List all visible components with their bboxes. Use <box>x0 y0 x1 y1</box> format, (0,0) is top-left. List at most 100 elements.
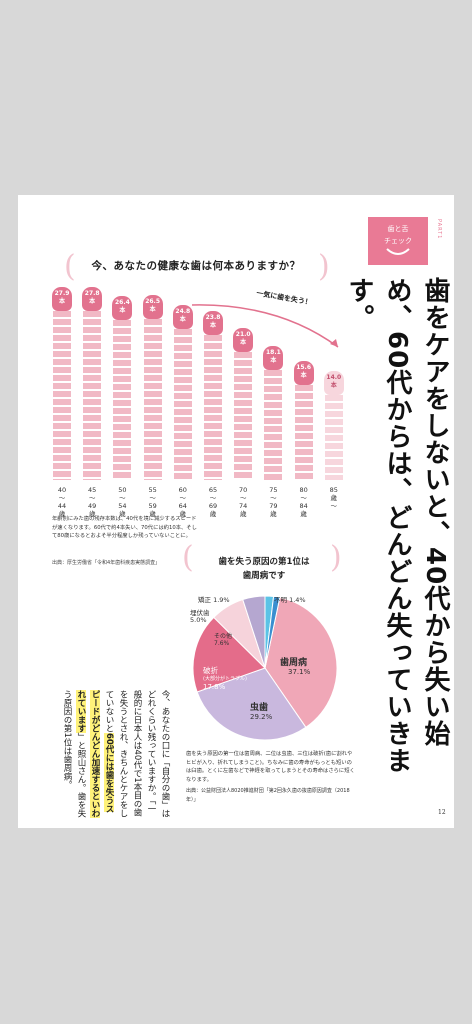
bar-value-tooth: 18.1 本 <box>263 346 284 370</box>
pie-slice-7 <box>264 595 281 669</box>
age-tick-part: 〜 <box>149 494 156 502</box>
age-tick-label: 60 〜 64 歳 <box>173 486 193 518</box>
bar-unit-label: 本 <box>300 372 307 379</box>
body-text-end: 」と照山さん。歯を失う原因の第1位は歯周病。 <box>62 690 86 818</box>
age-tick-part: 〜 <box>58 494 66 502</box>
close-paren-ornament: ) <box>318 249 330 284</box>
age-tick-part: 40 <box>57 486 67 494</box>
bar-value-label: 27.8 <box>84 290 100 297</box>
age-tick-label: 45 〜 49 歳 <box>82 486 102 518</box>
pie-value-other: 7.6% <box>214 640 230 647</box>
bar-unit-label: 本 <box>89 298 96 305</box>
headline: 歯をケアをしないと、40代から失い始め、60代からは、どんどん失っていきます。 <box>344 277 450 775</box>
age-tick-part: 45 <box>88 486 97 494</box>
pie-title-line1: 歯を失う原因の第1位は <box>218 557 310 567</box>
age-tick-part: 85 <box>329 486 338 494</box>
bar-chart-question: 今、あなたの健康な歯は何本ありますか？ <box>91 260 301 272</box>
bar-value-label: 26.5 <box>145 298 160 305</box>
bar-value-tooth: 24.8 本 <box>172 305 193 329</box>
pie-label-ortho: 矯正 1.9% <box>198 596 230 604</box>
bar-value-label: 15.6 <box>296 364 311 371</box>
age-tick-part: 65 <box>208 486 218 494</box>
age-tick-part: 歳 <box>330 494 338 502</box>
pie-value-fracture: 17.8% <box>203 683 226 691</box>
bar-value-label: 14.0 <box>326 374 342 381</box>
age-tick-part: 44 <box>57 502 67 510</box>
pie-label-caries: 虫歯 <box>250 703 269 713</box>
bar-value-tooth: 26.4 本 <box>112 296 133 320</box>
page-number: 12 <box>438 809 446 816</box>
bar-unit-label: 本 <box>240 339 247 346</box>
age-tick-part: 59 <box>148 502 157 510</box>
bar-value-tooth: 27.9 本 <box>52 287 72 311</box>
pie-close-paren: ) <box>330 540 342 575</box>
age-tick-part: 歳 <box>58 510 66 518</box>
pie-chart <box>192 595 338 741</box>
bar-value-label: 21.0 <box>235 331 251 338</box>
bar-mark <box>294 385 313 480</box>
pie-open-paren: ( <box>182 540 194 575</box>
age-tick-part: 〜 <box>88 494 96 502</box>
pie-label-unknown: 不明 1.4% <box>274 596 306 604</box>
pie-label-fracture: 破折 <box>203 666 218 675</box>
age-tick-part: 歳 <box>300 510 307 518</box>
age-tick-part: 79 <box>269 502 278 510</box>
bar-value-tooth: 15.6 本 <box>293 361 314 385</box>
age-tick-label: 80 〜 84 歳 <box>294 486 314 518</box>
age-tick-part: 80 <box>299 486 308 494</box>
age-tick-label: 50 〜 54 歳 <box>112 486 132 518</box>
section-tag: 歯と舌 チェック <box>368 217 428 265</box>
age-tick-part: 60 <box>178 486 187 494</box>
magazine-page: ( 今、あなたの健康な歯は何本ありますか？ ) 一気に歯を失う！ 27.9 本 40… <box>18 195 454 828</box>
age-tick-label: 85 歳〜 <box>324 486 344 510</box>
open-paren-ornament: ( <box>64 249 76 284</box>
bar-mark <box>234 352 253 480</box>
pie-source: 出典：公益財団法人8020推進財団「第2回永久歯の抜歯原因調査（2018年）」 <box>186 788 350 803</box>
pie-label-other: その他 <box>214 633 233 640</box>
age-tick-part: 〜 <box>270 494 277 502</box>
age-tick-part: 歳 <box>209 510 217 518</box>
age-tick-part: 54 <box>118 502 127 510</box>
age-tick-part: 64 <box>178 502 187 510</box>
pie-slice-3 <box>192 616 266 693</box>
age-tick-label: 65 〜 69 歳 <box>203 486 223 518</box>
pie-label-impacted: 埋伏歯 <box>190 609 210 617</box>
age-tick-part: 55 <box>148 486 157 494</box>
age-tick-part: 〜 <box>179 494 187 502</box>
bar-chart-note: 年齢別にみた歯の残存本数は、40代を境に減少するスピードが速くなります。60代で… <box>52 516 197 539</box>
pie-sublabel-fracture: (大部分がトラブル) <box>203 676 247 682</box>
bar-value-label: 27.9 <box>54 290 70 297</box>
part-label: PART1 <box>436 219 442 240</box>
pie-title-line2: 歯周病です <box>242 571 286 581</box>
bar-value-tooth: 26.5 本 <box>142 295 163 319</box>
bar-mark <box>264 370 283 480</box>
drop-arrow-icon <box>191 304 339 348</box>
age-tick-part: 49 <box>88 502 97 510</box>
age-tick-part: 歳 <box>179 510 187 518</box>
bar-value-tooth: 14.0 本 <box>323 371 344 395</box>
age-tick-part: 75 <box>269 486 278 494</box>
age-tick-part: 74 <box>239 502 248 510</box>
age-tick-part: 〜 <box>239 494 247 502</box>
bar-unit-label: 本 <box>270 357 277 364</box>
bar-mark <box>113 320 132 480</box>
pie-value-perio: 37.1% <box>288 668 311 676</box>
bar-chart-source: 出典：厚生労働省「令和4年歯科疾患実態調査」 <box>52 560 161 566</box>
bar-unit-label: 本 <box>209 322 216 329</box>
bar-value-tooth: 23.8 本 <box>203 311 223 335</box>
section-tag-line1: 歯と舌 <box>387 225 409 233</box>
age-tick-part: 歳 <box>149 510 156 518</box>
bar-mark <box>53 311 71 480</box>
pie-value-caries: 29.2% <box>250 713 273 721</box>
bar-unit-label: 本 <box>330 382 337 389</box>
age-tick-part: 69 <box>208 502 218 510</box>
age-tick-part: 歳 <box>119 510 126 518</box>
age-tick-part: 50 <box>118 486 127 494</box>
age-tick-part: 歳 <box>88 510 96 518</box>
age-tick-part: 84 <box>299 502 308 510</box>
bar-unit-label: 本 <box>58 298 65 305</box>
section-tag-line2: チェック <box>384 237 412 245</box>
bar-mark <box>204 335 222 480</box>
pie-chart-title: 歯を失う原因の第1位は 歯周病です <box>194 555 334 583</box>
pie-caption: 歯を失う原因の第一位は歯周病、二位は虫歯、三位は破折(歯に割れやヒビが入り、折れ… <box>186 751 355 783</box>
